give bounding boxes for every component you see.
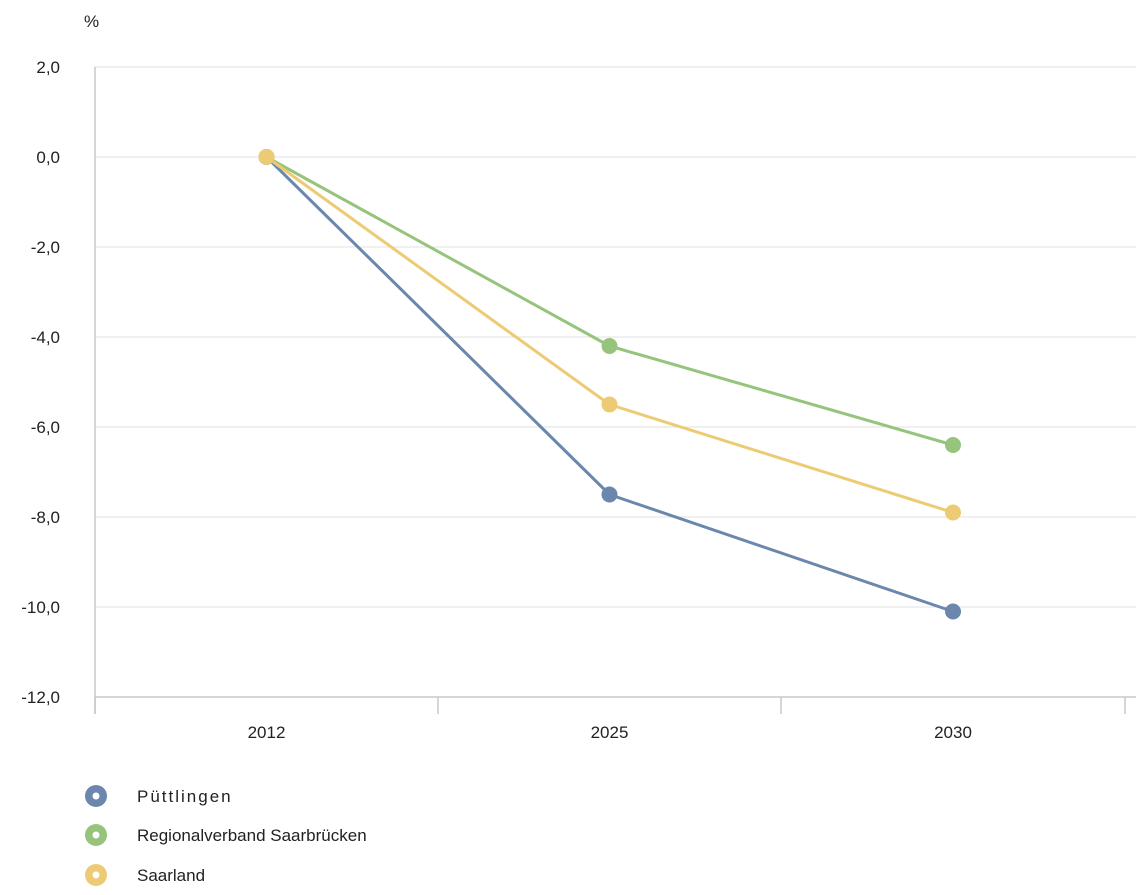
y-tick-label: 2,0 [36, 58, 60, 77]
legend: Püttlingen Regionalverband Saarbrücken Saa… [85, 785, 367, 886]
y-tick-label: -10,0 [21, 598, 60, 617]
legend-item[interactable]: Regionalverband Saarbrücken [85, 824, 367, 846]
legend-marker-center [92, 871, 100, 879]
y-tick-label: -2,0 [31, 238, 60, 257]
legend-label: Püttlingen [137, 787, 233, 806]
legend-item[interactable]: Saarland [85, 864, 205, 886]
data-point[interactable] [945, 504, 961, 521]
y-axis-unit-label: % [84, 12, 99, 31]
x-axis-tick-labels: 2012 2025 2030 [248, 723, 972, 742]
series-line [265, 155, 954, 613]
axes [94, 67, 1136, 714]
data-point[interactable] [601, 486, 618, 503]
legend-item[interactable]: Püttlingen [85, 785, 233, 807]
series-lines [258, 149, 961, 620]
legend-marker-center [92, 831, 100, 839]
x-tick-label: 2030 [934, 723, 972, 742]
data-point[interactable] [945, 437, 961, 453]
legend-marker-center [92, 792, 100, 800]
data-point[interactable] [945, 603, 961, 620]
y-tick-label: 0,0 [36, 148, 60, 167]
data-point[interactable] [258, 149, 275, 165]
data-point[interactable] [601, 338, 618, 354]
x-tick-label: 2025 [591, 723, 629, 742]
data-point[interactable] [601, 396, 618, 413]
y-axis-tick-labels: 2,0 0,0 -2,0 -4,0 -6,0 -8,0 -10,0 -12,0 [21, 58, 60, 707]
y-tick-label: -12,0 [21, 688, 60, 707]
legend-label: Regionalverband Saarbrücken [137, 826, 367, 845]
y-tick-label: -4,0 [31, 328, 60, 347]
grid-lines [95, 66, 1136, 608]
series-line [265, 155, 954, 514]
x-tick-label: 2012 [248, 723, 286, 742]
y-tick-label: -8,0 [31, 508, 60, 527]
y-tick-label: -6,0 [31, 418, 60, 437]
legend-label: Saarland [137, 866, 205, 885]
